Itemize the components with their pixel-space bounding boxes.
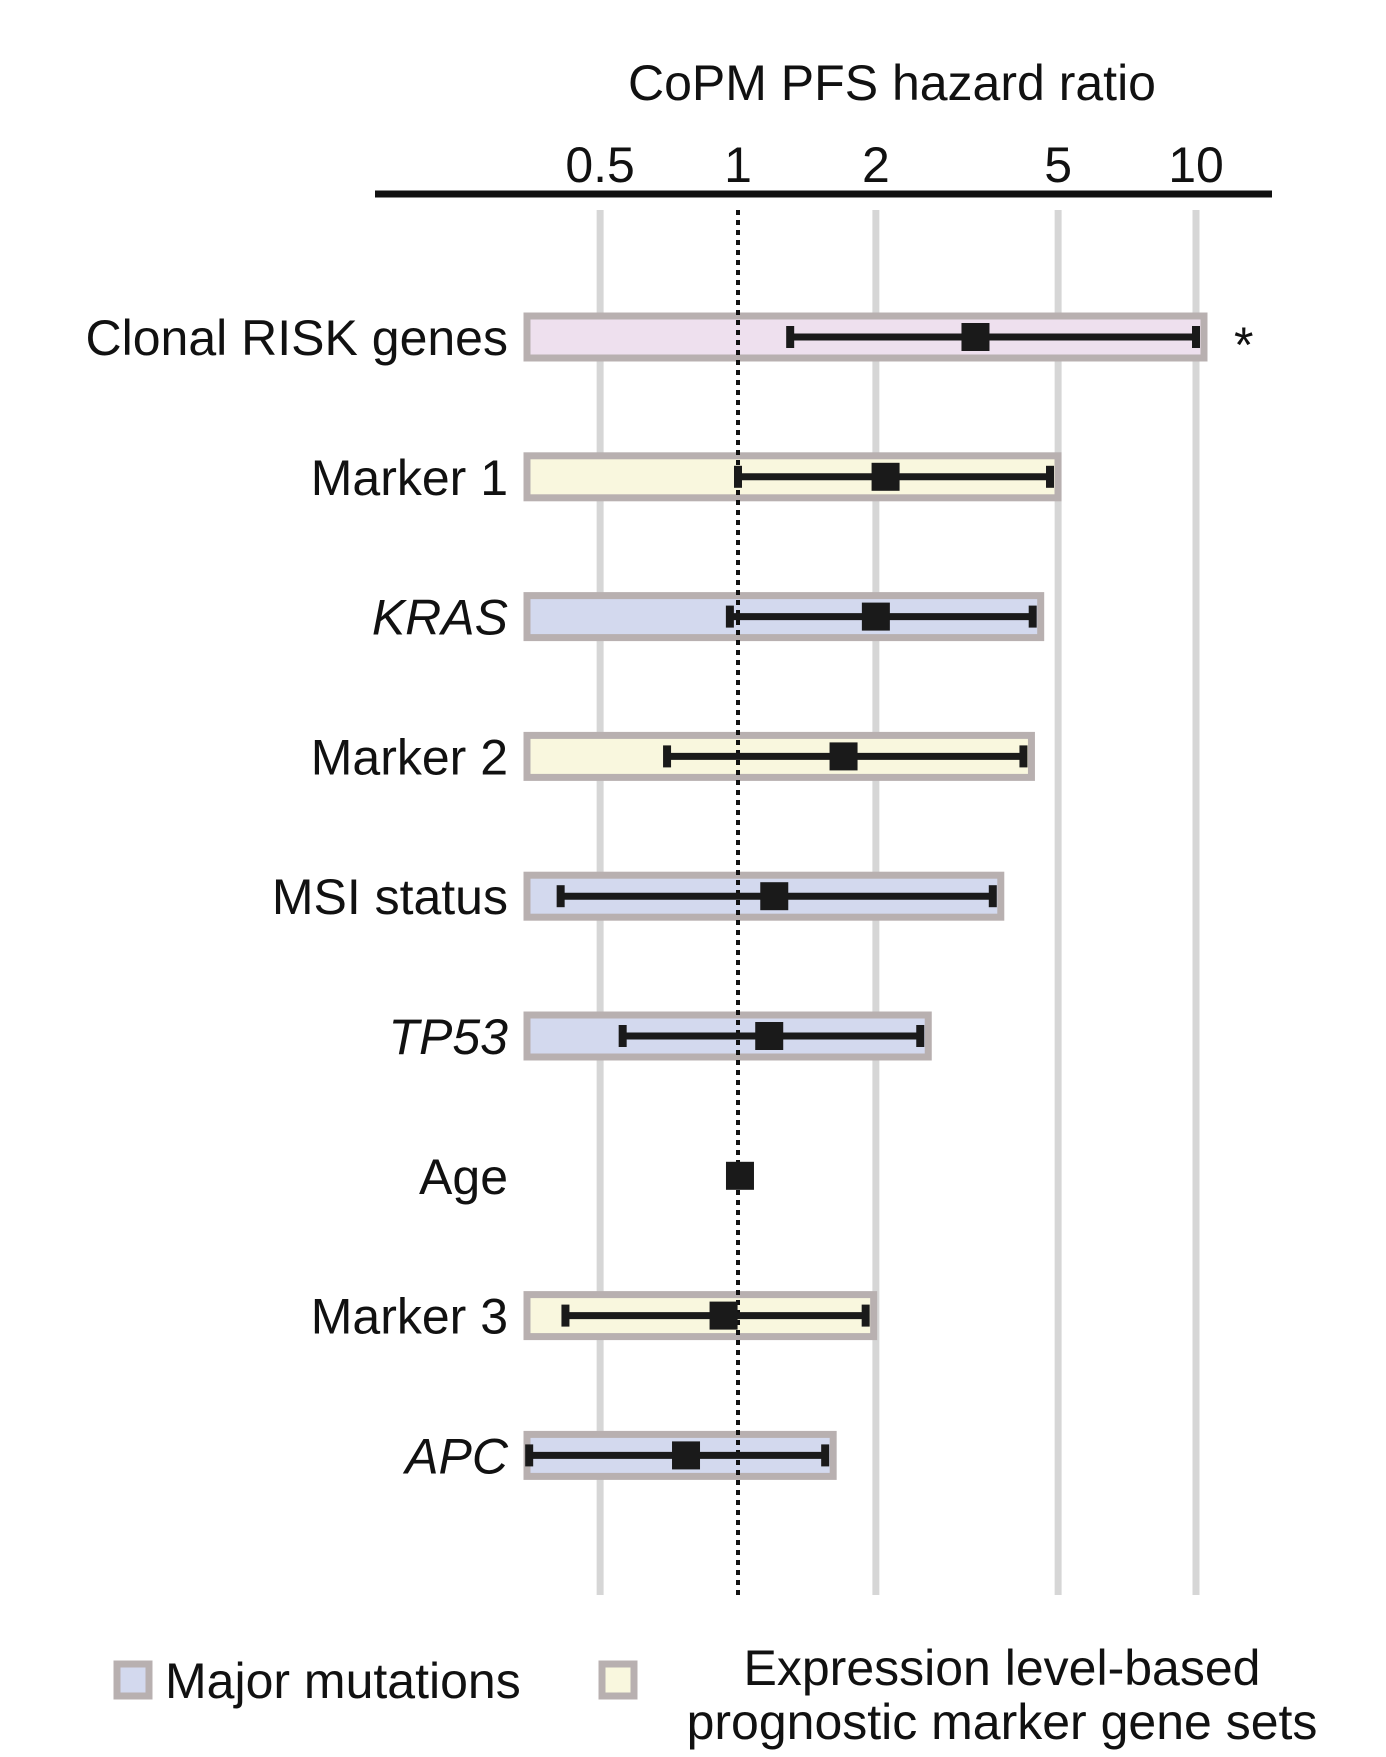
ci-cap-high [861, 1304, 870, 1327]
estimate-marker [725, 602, 1037, 631]
legend-item-major-mutations: Major mutations [113, 1653, 521, 1709]
row-label: Marker 1 [311, 450, 508, 506]
legend: Major mutations Expression level-based pro… [113, 1640, 1318, 1750]
significance-marker: * [1234, 317, 1253, 373]
legend-swatch [598, 1660, 638, 1700]
ci-cap-high [1028, 605, 1037, 628]
ci-cap-low [663, 745, 672, 768]
hr-point [861, 602, 890, 631]
legend-label: Expression level-based prognostic marker … [687, 1640, 1318, 1750]
x-tick-label: 2 [862, 137, 890, 193]
estimate-marker [725, 1161, 754, 1190]
row-label: KRAS [372, 590, 508, 646]
ci-cap-high [1192, 326, 1200, 348]
estimates [525, 323, 1200, 1470]
ci-cap-low [525, 1444, 534, 1467]
estimate-marker [663, 742, 1028, 771]
hr-point [961, 323, 990, 351]
hr-point [709, 1301, 738, 1330]
row-label: APC [402, 1428, 509, 1484]
hr-point [672, 1441, 701, 1470]
hr-point [755, 1022, 784, 1050]
ci-cap-low [725, 605, 734, 628]
estimate-marker [734, 462, 1055, 491]
ci-cap-low [556, 885, 565, 908]
ci-cap-low [786, 326, 795, 348]
legend-item-expression-markers: Expression level-based prognostic marker … [598, 1640, 1318, 1750]
estimate-marker [618, 1022, 925, 1050]
row-label: Marker 2 [311, 729, 508, 785]
legend-label-line: prognostic marker gene sets [687, 1694, 1318, 1750]
forest-row: Clonal RISK genes * [86, 310, 1254, 373]
row-label: Age [419, 1149, 508, 1205]
ci-cap-high [1046, 465, 1055, 488]
ci-cap-high [1019, 745, 1028, 768]
hr-point [760, 882, 789, 911]
hr-point [871, 462, 900, 491]
x-tick-label: 0.5 [565, 137, 635, 193]
hr-point [829, 742, 858, 771]
ci-cap-low [561, 1304, 570, 1327]
row-label: Marker 3 [311, 1289, 508, 1345]
x-tick-label: 1 [724, 137, 752, 193]
estimate-marker [786, 323, 1200, 351]
ci-cap-high [821, 1444, 830, 1467]
row-label: MSI status [272, 869, 508, 925]
row-label: Clonal RISK genes [86, 310, 508, 366]
x-tick-labels: 0.5 1 2 5 10 [565, 137, 1223, 193]
x-tick-label: 10 [1168, 137, 1224, 193]
hr-point [725, 1161, 754, 1190]
ci-cap-high [988, 885, 997, 908]
legend-swatch [113, 1660, 153, 1700]
estimate-marker [561, 1301, 870, 1330]
forest-rows: Clonal RISK genes * Marker 1 KRAS Marker 2 MS… [86, 310, 1254, 1484]
ci-cap-low [618, 1025, 627, 1047]
ci-cap-low [734, 465, 742, 488]
row-label: TP53 [388, 1009, 508, 1065]
estimate-marker [525, 1441, 830, 1470]
forest-row: Age [419, 1149, 508, 1205]
ci-cap-high [916, 1025, 925, 1047]
estimate-marker [556, 882, 997, 911]
chart-title: CoPM PFS hazard ratio [628, 55, 1156, 111]
x-tick-label: 5 [1044, 137, 1072, 193]
legend-label: Major mutations [165, 1653, 521, 1709]
legend-label-line: Expression level-based [744, 1640, 1261, 1696]
